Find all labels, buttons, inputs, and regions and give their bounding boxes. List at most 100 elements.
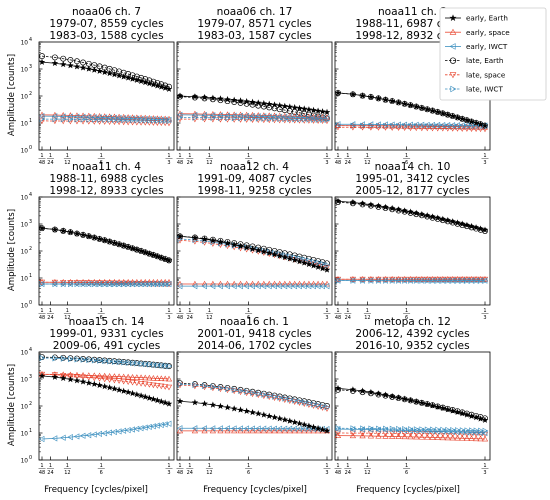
- data-point: [418, 121, 425, 128]
- data-point: [165, 256, 173, 264]
- data-point: [133, 425, 140, 432]
- data-point: [146, 374, 153, 381]
- data-point: [165, 384, 173, 391]
- data-point: [230, 283, 237, 290]
- data-point: [261, 391, 268, 398]
- data-point: [459, 276, 466, 282]
- data-point: [209, 112, 216, 119]
- y-tick-exponent: 1: [29, 428, 32, 434]
- subplot-title: 2016-10, 9352 cycles: [355, 340, 469, 352]
- data-point: [101, 372, 108, 379]
- x-tick-denominator: 3: [483, 470, 486, 476]
- data-point: [255, 390, 262, 397]
- data-point: [305, 422, 313, 429]
- y-tick-label: 10: [21, 378, 29, 384]
- subplot-title: 2006-12, 4392 cycles: [355, 328, 469, 340]
- data-point: [334, 277, 341, 284]
- data-point: [142, 360, 149, 368]
- data-point: [413, 277, 419, 284]
- y-tick-exponent: 0: [29, 300, 32, 306]
- data-point: [106, 69, 113, 77]
- data-point: [444, 216, 452, 224]
- data-point: [306, 116, 313, 123]
- data-point: [319, 426, 326, 433]
- y-tick-label: 10: [21, 223, 29, 229]
- data-point: [129, 75, 136, 82]
- data-point: [91, 372, 98, 379]
- data-point: [59, 374, 67, 382]
- data-point: [434, 108, 442, 115]
- data-point: [434, 276, 441, 282]
- data-point: [349, 386, 357, 393]
- x-tick-denominator: 48: [335, 160, 341, 166]
- data-point: [287, 116, 293, 123]
- data-point: [281, 397, 288, 403]
- data-point: [478, 427, 484, 434]
- data-point: [237, 111, 244, 118]
- x-tick-numerator: 1: [325, 308, 328, 314]
- data-point: [96, 113, 103, 119]
- data-point: [458, 220, 466, 227]
- data-point: [349, 198, 357, 206]
- data-point: [260, 113, 267, 120]
- legend-marker: [449, 28, 457, 35]
- data-point: [154, 375, 161, 381]
- data-point: [85, 65, 93, 72]
- data-point: [449, 112, 456, 119]
- x-tick-numerator: 1: [188, 463, 191, 469]
- data-point: [469, 427, 475, 434]
- data-point: [192, 381, 199, 389]
- data-point: [418, 210, 426, 218]
- data-point: [271, 395, 278, 402]
- data-point: [349, 426, 356, 433]
- data-point: [401, 100, 408, 107]
- data-point: [300, 421, 308, 428]
- data-point: [150, 251, 157, 258]
- data-point: [158, 383, 165, 390]
- data-point: [120, 113, 127, 120]
- data-point: [201, 93, 208, 101]
- data-point: [209, 111, 217, 117]
- data-point: [96, 430, 102, 438]
- series-line: [41, 373, 170, 388]
- data-point: [120, 427, 127, 434]
- data-point: [115, 72, 123, 79]
- x-tick-denominator: 48: [177, 470, 183, 476]
- legend-label: early, Earth: [466, 14, 508, 23]
- data-point: [85, 372, 92, 378]
- x-tick-numerator: 1: [483, 153, 486, 159]
- data-point: [79, 112, 87, 119]
- data-point: [230, 405, 238, 412]
- data-point: [191, 110, 199, 117]
- subplot-title: noaa14 ch. 10: [375, 161, 451, 173]
- data-point: [468, 123, 475, 130]
- data-point: [67, 280, 73, 288]
- series-line: [179, 238, 328, 266]
- data-point: [101, 68, 108, 76]
- data-point: [292, 397, 298, 404]
- data-point: [161, 399, 169, 406]
- data-point: [125, 359, 132, 366]
- data-point: [52, 355, 59, 362]
- data-point: [79, 280, 87, 286]
- data-point: [444, 123, 451, 130]
- data-point: [349, 122, 357, 129]
- data-point: [129, 379, 136, 386]
- x-tick-denominator: 6: [405, 315, 408, 321]
- data-point: [359, 121, 365, 128]
- y-tick-label: 10: [21, 459, 29, 465]
- data-point: [477, 415, 484, 422]
- data-point: [176, 232, 184, 240]
- data-point: [176, 425, 183, 432]
- data-point: [305, 402, 313, 408]
- x-tick-denominator: 24: [47, 315, 53, 321]
- data-point: [334, 122, 342, 128]
- data-point: [301, 116, 308, 123]
- y-tick-label: 10: [21, 196, 29, 202]
- data-point: [323, 406, 331, 412]
- data-point: [224, 403, 231, 411]
- data-point: [255, 283, 261, 290]
